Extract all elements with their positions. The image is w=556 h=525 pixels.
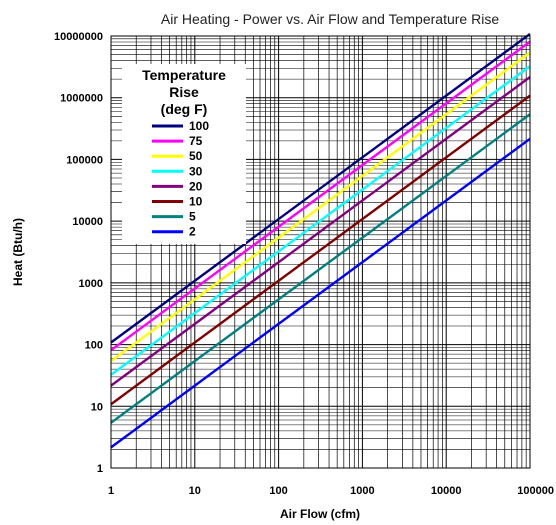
- y-tick-label: 100: [85, 340, 103, 352]
- legend-label-5: 5: [189, 210, 196, 224]
- y-tick-label: 1000000: [60, 93, 103, 105]
- y-axis-label: Heat (Btu/h): [11, 218, 25, 286]
- series-line-100: [110, 32, 531, 344]
- legend-title-line: Temperature: [142, 67, 226, 83]
- legend-label-75: 75: [189, 134, 203, 148]
- series-lines: [110, 32, 531, 449]
- legend-title-line: Rise: [169, 84, 199, 100]
- x-tick-label: 1: [108, 485, 114, 497]
- y-tick-label: 1000: [79, 278, 103, 290]
- y-tick-label: 100000: [66, 154, 103, 166]
- legend-box: [122, 64, 246, 244]
- legend-label-30: 30: [189, 164, 203, 178]
- series-line-10: [110, 94, 531, 406]
- series-line-20: [110, 76, 531, 387]
- y-tick-label: 10: [91, 401, 103, 413]
- x-tick-label: 100000: [517, 485, 554, 497]
- legend-label-10: 10: [189, 195, 203, 209]
- series-line-50: [110, 51, 531, 363]
- plot-area-frame: [110, 35, 531, 469]
- legend-label-100: 100: [189, 119, 209, 133]
- y-tick-label: 10000: [72, 216, 103, 228]
- x-tick-label: 1000: [350, 485, 374, 497]
- series-line-30: [110, 65, 531, 376]
- x-tick-label: 10: [189, 485, 201, 497]
- series-line-2: [110, 137, 531, 449]
- y-tick-labels: 1 10 100 1000 10000 100000 1000000 10000000: [54, 31, 103, 475]
- chart-title: Air Heating - Power vs. Air Flow and Tem…: [161, 11, 499, 27]
- x-tick-label: 10000: [431, 485, 462, 497]
- y-tick-label: 10000000: [54, 31, 103, 43]
- legend-title-line: (deg F): [161, 101, 208, 117]
- series-line-75: [110, 40, 531, 352]
- x-tick-label: 100: [269, 485, 287, 497]
- x-axis-label: Air Flow (cfm): [280, 507, 360, 521]
- legend-label-20: 20: [189, 179, 203, 193]
- series-line-5: [110, 113, 531, 424]
- y-tick-label: 1: [97, 463, 103, 475]
- legend-label-2: 2: [189, 225, 196, 239]
- x-tick-labels: 1 10 100 1000 10000 100000: [108, 485, 554, 497]
- legend-label-50: 50: [189, 149, 203, 163]
